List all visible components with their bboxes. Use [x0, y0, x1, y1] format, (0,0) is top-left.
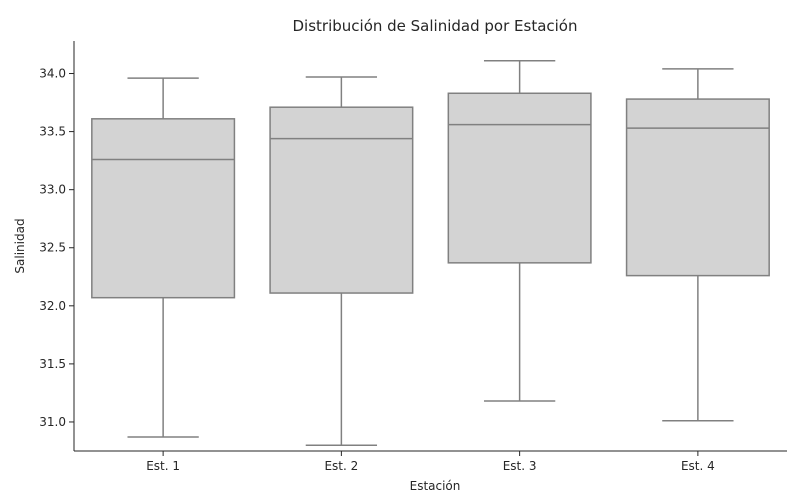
y-tick-label: 31.5: [39, 357, 66, 371]
y-tick-label: 34.0: [39, 67, 66, 81]
chart-title: Distribución de Salinidad por Estación: [293, 17, 578, 35]
box-iqr: [91, 118, 236, 299]
y-tick-label: 31.0: [39, 415, 66, 429]
y-tick-label: 32.0: [39, 299, 66, 313]
box-iqr: [625, 98, 770, 277]
plot-area: 31.0 31.5 32.0 32.5 33.0 33.5 34.0 Est. 1 Est. 2…: [39, 59, 770, 473]
y-tick-label: 33.0: [39, 183, 66, 197]
x-tick-label: Est. 3: [503, 459, 537, 473]
box-iqr: [269, 106, 414, 294]
x-axis-label: Estación: [410, 479, 461, 493]
x-tick-label: Est. 1: [146, 459, 180, 473]
x-tick-label: Est. 4: [681, 459, 715, 473]
y-axis-label: Salinidad: [13, 218, 27, 273]
x-tick-label: Est. 2: [324, 459, 358, 473]
box-iqr: [447, 92, 592, 264]
y-tick-label: 33.5: [39, 125, 66, 139]
y-tick-label: 32.5: [39, 241, 66, 255]
